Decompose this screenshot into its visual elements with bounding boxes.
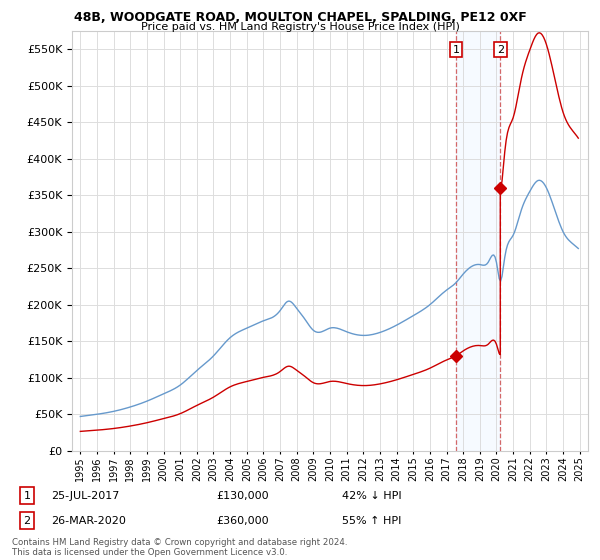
Text: £360,000: £360,000 <box>216 516 269 526</box>
Text: 55% ↑ HPI: 55% ↑ HPI <box>342 516 401 526</box>
Text: 26-MAR-2020: 26-MAR-2020 <box>51 516 126 526</box>
Text: Price paid vs. HM Land Registry's House Price Index (HPI): Price paid vs. HM Land Registry's House … <box>140 22 460 32</box>
Text: 42% ↓ HPI: 42% ↓ HPI <box>342 491 401 501</box>
Text: 2: 2 <box>497 45 504 55</box>
Bar <box>456 31 500 451</box>
Text: 1: 1 <box>452 45 460 55</box>
Text: £130,000: £130,000 <box>216 491 269 501</box>
Text: 25-JUL-2017: 25-JUL-2017 <box>51 491 119 501</box>
Text: Contains HM Land Registry data © Crown copyright and database right 2024.
This d: Contains HM Land Registry data © Crown c… <box>12 538 347 557</box>
Text: 2: 2 <box>23 516 31 526</box>
Text: 1: 1 <box>23 491 31 501</box>
Text: 48B, WOODGATE ROAD, MOULTON CHAPEL, SPALDING, PE12 0XF: 48B, WOODGATE ROAD, MOULTON CHAPEL, SPAL… <box>74 11 526 24</box>
